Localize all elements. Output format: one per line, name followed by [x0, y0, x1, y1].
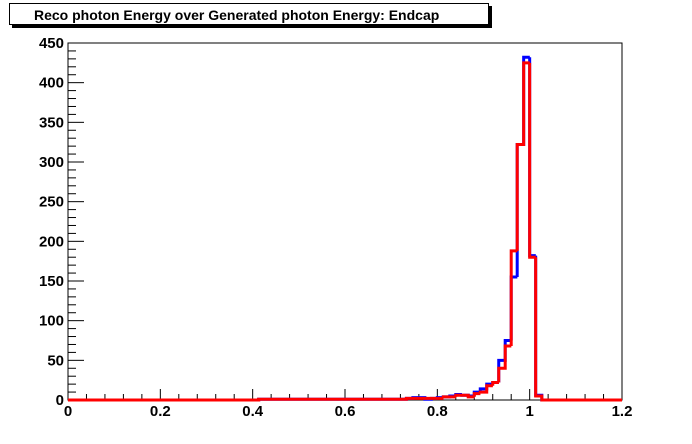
x-tick-label: 0 — [64, 403, 72, 420]
y-tick-label: 50 — [47, 352, 64, 369]
x-tick-label: 0.6 — [335, 403, 356, 420]
y-tick-label: 200 — [39, 233, 64, 250]
y-tick-label: 100 — [39, 313, 64, 330]
x-tick-label: 0.4 — [242, 403, 264, 420]
y-tick-label: 0 — [56, 392, 64, 409]
y-tick-label: 250 — [39, 194, 64, 211]
y-tick-label: 300 — [39, 154, 64, 171]
plot-frame — [67, 42, 623, 401]
y-tick-label: 400 — [39, 75, 64, 92]
x-tick-label: 0.8 — [427, 403, 448, 420]
chart-title: Reco photon Energy over Generated photon… — [9, 3, 489, 25]
y-tick-label: 350 — [39, 114, 64, 131]
x-tick-label: 1.2 — [612, 403, 633, 420]
y-tick-label: 450 — [39, 35, 64, 52]
y-tick-label: 150 — [39, 273, 64, 290]
x-tick-label: 1 — [525, 403, 533, 420]
histogram-series-red — [68, 61, 622, 402]
x-tick-label: 0.2 — [150, 403, 171, 420]
